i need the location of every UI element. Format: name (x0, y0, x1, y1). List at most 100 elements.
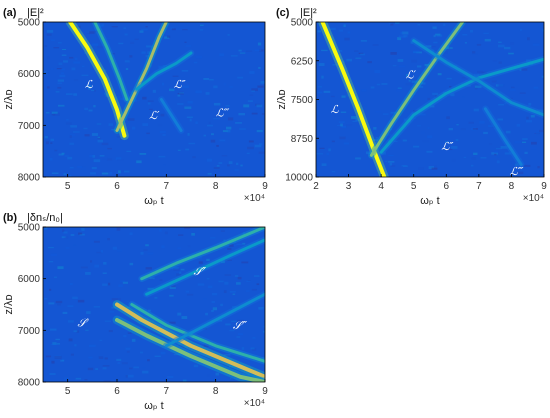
heatmap-cell (465, 85, 471, 87)
heatmap-cell (249, 368, 255, 370)
heatmap-cell (57, 79, 64, 82)
heatmap-cell (55, 300, 63, 304)
heatmap-cell (73, 79, 79, 82)
x-tick-label: 2 (313, 181, 319, 192)
heatmap-cell (254, 144, 262, 148)
heatmap-cell (61, 236, 67, 239)
heatmap-cell (473, 108, 479, 112)
heatmap-cell (225, 105, 230, 107)
heatmap-cell (385, 160, 388, 163)
heatmap-cell (57, 86, 62, 89)
heatmap-cell (257, 42, 262, 46)
heatmap-cell (142, 123, 149, 126)
heatmap-cell (239, 128, 246, 130)
heatmap-cell (169, 294, 174, 297)
heatmap-cell (233, 244, 237, 246)
heatmap-cell (497, 155, 500, 158)
heatmap-cell (528, 102, 532, 106)
heatmap-cell (261, 357, 265, 360)
heatmap-cell (182, 379, 187, 382)
heatmap-cell (116, 136, 121, 138)
heatmap-cell (184, 41, 187, 43)
heatmap-cell (193, 61, 198, 64)
heatmap-cell (181, 316, 188, 320)
heatmap-cell (343, 24, 346, 27)
heatmap-cell (541, 75, 544, 78)
heatmap-cell (186, 293, 194, 296)
heatmap-cell (474, 86, 478, 90)
heatmap-cell (129, 232, 133, 236)
heatmap-cell (519, 92, 526, 94)
heatmap-cell (251, 90, 255, 92)
heatmap-cell (497, 44, 505, 48)
heatmap-cell (70, 234, 75, 237)
heatmap-cell (393, 140, 398, 143)
heatmap-cell (130, 41, 135, 44)
heatmap-cell (398, 35, 406, 38)
heatmap-cell (498, 61, 502, 64)
heatmap-cell (504, 152, 512, 155)
heatmap-cell (63, 173, 67, 175)
heatmap-cell (537, 165, 540, 169)
heatmap-cell (83, 52, 88, 54)
heatmap-cell (57, 104, 65, 107)
heatmap-cell (224, 281, 229, 285)
heatmap-cell (126, 150, 132, 152)
heatmap-cell (68, 320, 74, 323)
heatmap-cell (326, 152, 329, 156)
heatmap-cell (130, 99, 138, 102)
heatmap-cell (494, 150, 499, 153)
heatmap-cell (343, 142, 350, 145)
heatmap-cell (162, 65, 168, 67)
heatmap-cell (530, 141, 537, 145)
heatmap-cell (147, 252, 154, 255)
heatmap-cell (220, 230, 225, 232)
heatmap-cell (446, 148, 453, 151)
heatmap-cell (411, 93, 416, 96)
heatmap-cell (74, 25, 81, 28)
heatmap-cell (224, 274, 232, 276)
heatmap-cell (229, 365, 236, 368)
heatmap-cell (403, 34, 408, 38)
heatmap-cell (55, 91, 60, 93)
heatmap-cell (167, 35, 171, 38)
heatmap-cell (431, 46, 436, 48)
heatmap-cell (420, 82, 426, 85)
y-tick-label: 8000 (18, 173, 41, 184)
heatmap-cell (462, 33, 468, 36)
heatmap-cell (245, 290, 250, 292)
heatmap-cell (205, 92, 210, 95)
heatmap-cell (509, 88, 516, 92)
ridge-line (130, 303, 265, 363)
heatmap-cell (126, 350, 130, 353)
heatmap-cell (389, 162, 393, 166)
heatmap-cell (247, 146, 254, 150)
heatmap-cell (96, 251, 103, 254)
heatmap-cell (103, 261, 107, 265)
heatmap-cell (418, 167, 424, 170)
annotation-label: 𝒮′ (78, 317, 90, 330)
x-tick-label: 7 (476, 181, 482, 192)
heatmap-cell (63, 231, 68, 234)
heatmap-cell (225, 259, 232, 261)
heatmap-cell (116, 227, 121, 231)
heatmap-cell (168, 339, 174, 342)
heatmap-cell (74, 57, 78, 61)
heatmap-cell (160, 351, 166, 355)
heatmap-cell (117, 249, 122, 252)
heatmap-cell (227, 247, 232, 250)
heatmap-cell (141, 51, 146, 54)
heatmap-cell (430, 105, 435, 108)
heatmap-cell (263, 325, 265, 328)
heatmap-cell (159, 130, 166, 134)
heatmap-cell (162, 345, 166, 348)
heatmap-cell (521, 141, 527, 144)
heatmap-cell (256, 104, 263, 108)
heatmap-cell (62, 311, 68, 315)
heatmap-cell (248, 140, 254, 143)
heatmap-cell (245, 50, 253, 52)
heatmap-cell (96, 123, 102, 125)
heatmap-cell (134, 38, 139, 41)
heatmap-cell (198, 261, 203, 264)
heatmap-cell (187, 132, 190, 136)
